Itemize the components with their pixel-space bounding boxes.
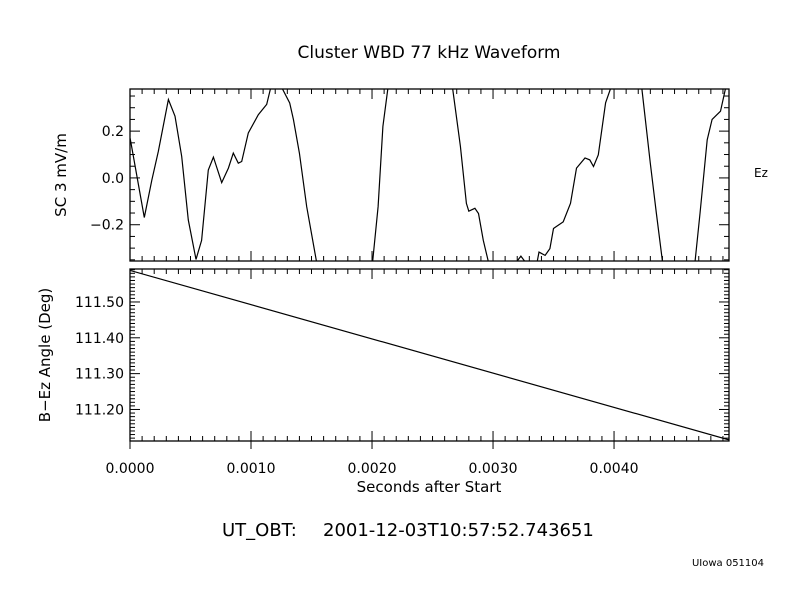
waveform-series-line [130,89,726,261]
angle-series-line [130,269,729,441]
angle-y-axis-label: B−Ez Angle (Deg) [36,288,54,422]
waveform-series-label: Ez [754,166,768,180]
y-tick-label: 0.0 [102,171,124,187]
timestamp-value: 2001-12-03T10:57:52.743651 [323,520,594,541]
x-tick-label: 0.0030 [469,461,518,477]
waveform-plot-frame [129,88,730,262]
timestamp-label: UT_OBT: [222,520,297,541]
x-tick-label: 0.0040 [590,461,639,477]
angle-panel: 111.20 111.30 111.40 111.50 0.0000 0.0010 0.00… [36,268,730,496]
waveform-y-axis-label: SC 3 mV/m [52,133,70,217]
x-tick-label: 0.0020 [348,461,397,477]
chart-title: Cluster WBD 77 kHz Waveform [298,43,561,63]
waveform-panel: −0.2 0.0 0.2 SC 3 mV/m Ez [52,88,768,262]
angle-plot-frame [129,268,730,442]
x-axis-label: Seconds after Start [357,478,502,496]
y-tick-label: −0.2 [90,218,124,234]
y-tick-label: 111.50 [75,295,124,311]
x-tick-label: 0.0010 [227,461,276,477]
x-tick-label: 0.0000 [106,461,155,477]
y-tick-label: 111.30 [75,367,124,383]
y-tick-label: 111.20 [75,402,124,418]
y-tick-label: 0.2 [102,124,124,140]
y-tick-label: 111.40 [75,331,124,347]
credit-label: UIowa 051104 [692,558,764,569]
